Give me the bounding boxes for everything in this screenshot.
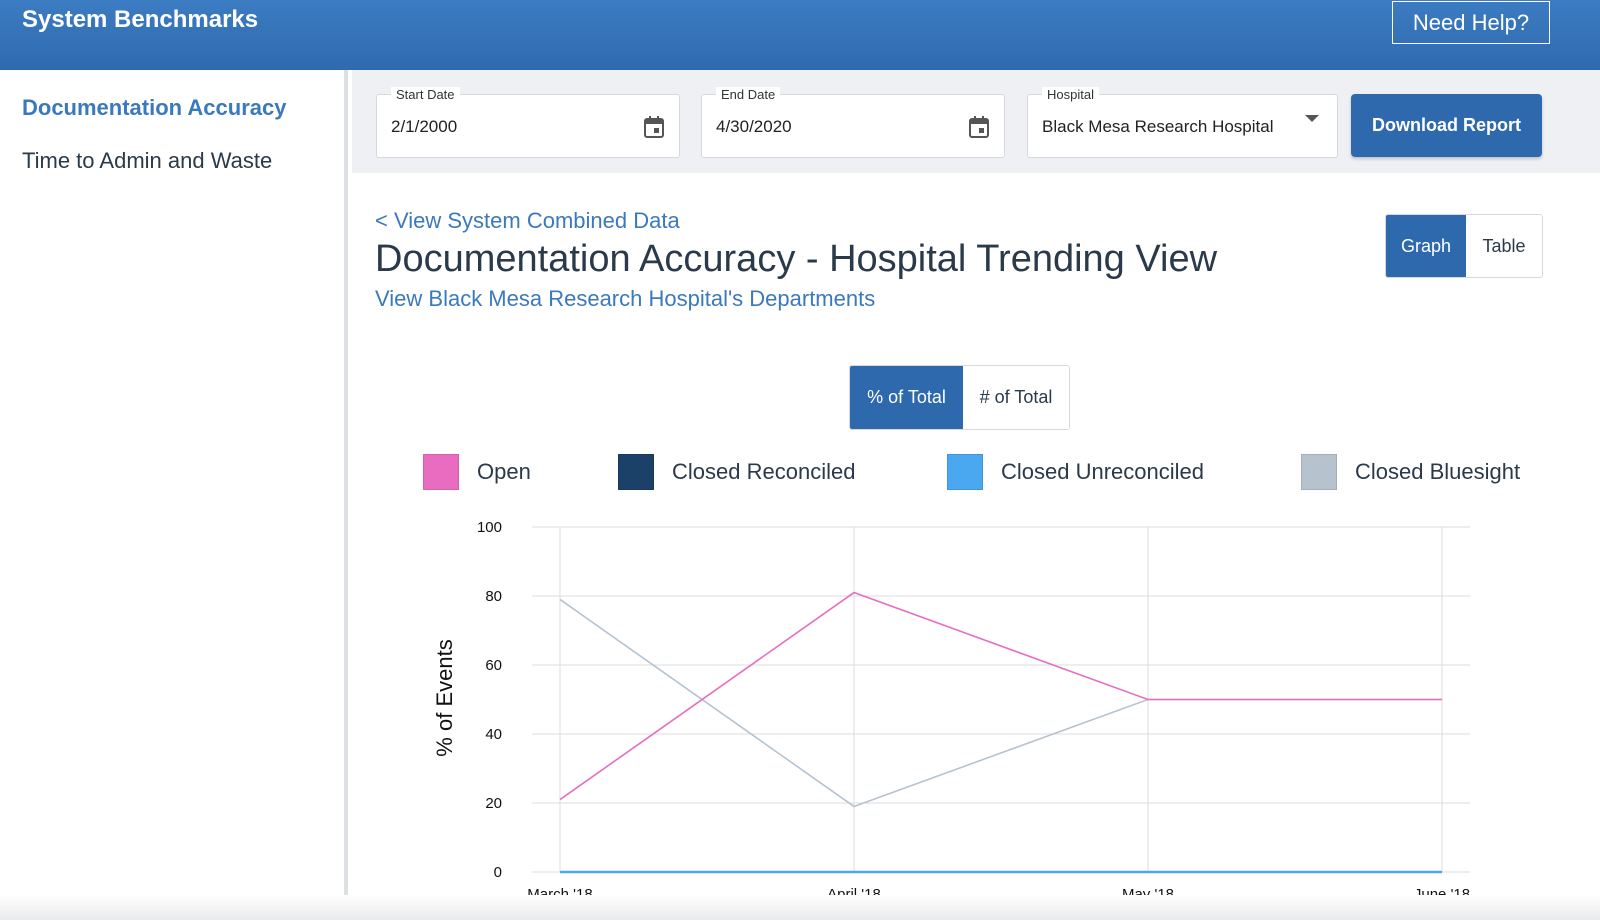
- metric-toggle: % of Total # of Total: [849, 365, 1070, 430]
- y-tick-label: 40: [485, 726, 502, 743]
- series-line-closed-bluesight: [559, 598, 1442, 808]
- calendar-icon[interactable]: [968, 115, 990, 139]
- start-date-field[interactable]: Start Date 2/1/2000: [376, 87, 680, 158]
- hospital-label: Hospital: [1042, 87, 1099, 102]
- legend-item-closed-reconciled[interactable]: Closed Reconciled: [618, 454, 855, 490]
- legend-label-closed-bluesight: Closed Bluesight: [1355, 459, 1521, 484]
- legend-swatch-open: [423, 454, 459, 490]
- legend-swatch-closed-unreconciled: [947, 454, 983, 490]
- y-tick-label: 20: [485, 795, 502, 812]
- download-report-button[interactable]: Download Report: [1351, 94, 1542, 157]
- app-title: System Benchmarks: [22, 6, 259, 33]
- y-tick-label: 0: [494, 864, 502, 881]
- series-line-open: [559, 591, 1442, 801]
- start-date-label: Start Date: [391, 87, 460, 102]
- legend-item-closed-bluesight[interactable]: Closed Bluesight: [1301, 454, 1520, 490]
- legend-swatch-closed-reconciled: [618, 454, 654, 490]
- legend-item-closed-unreconciled[interactable]: Closed Unreconciled: [947, 454, 1204, 490]
- sidebar-item-documentation-accuracy[interactable]: Documentation Accuracy: [22, 95, 287, 120]
- sidebar: Documentation Accuracy Time to Admin and…: [0, 70, 348, 920]
- number-of-total-button[interactable]: # of Total: [963, 366, 1069, 429]
- view-toggle: Graph Table: [1385, 214, 1543, 278]
- view-system-combined-data-link[interactable]: < View System Combined Data: [375, 208, 680, 233]
- need-help-button[interactable]: Need Help?: [1392, 1, 1550, 44]
- top-bar: System Benchmarks Need Help?: [0, 0, 1600, 70]
- end-date-value: 4/30/2020: [716, 117, 792, 136]
- hospital-value: Black Mesa Research Hospital: [1042, 117, 1274, 136]
- percent-of-total-button[interactable]: % of Total: [850, 366, 963, 429]
- tab-table[interactable]: Table: [1466, 215, 1542, 277]
- start-date-value: 2/1/2000: [391, 117, 458, 136]
- legend-swatch-closed-bluesight: [1301, 454, 1337, 490]
- view-departments-link[interactable]: View Black Mesa Research Hospital's Depa…: [375, 286, 876, 311]
- page-title: Documentation Accuracy - Hospital Trendi…: [375, 238, 1218, 280]
- tab-graph[interactable]: Graph: [1386, 215, 1466, 277]
- legend-label-closed-reconciled: Closed Reconciled: [672, 459, 856, 484]
- sidebar-item-time-to-admin-and-waste[interactable]: Time to Admin and Waste: [22, 148, 273, 173]
- bottom-edge: [0, 895, 1600, 920]
- chevron-down-icon[interactable]: [1305, 115, 1319, 122]
- legend-label-closed-unreconciled: Closed Unreconciled: [1001, 459, 1204, 484]
- end-date-label: End Date: [716, 87, 781, 102]
- y-tick-label: 100: [477, 519, 502, 536]
- y-axis-label: % of Events: [432, 639, 457, 756]
- hospital-select[interactable]: Hospital Black Mesa Research Hospital: [1027, 87, 1338, 158]
- y-tick-label: 80: [485, 588, 502, 605]
- y-tick-label: 60: [485, 657, 502, 674]
- legend-item-open[interactable]: Open: [423, 454, 531, 490]
- end-date-field[interactable]: End Date 4/30/2020: [701, 87, 1005, 158]
- legend-label-open: Open: [477, 459, 531, 484]
- trend-chart: % of Events 020406080100March '18April '…: [432, 519, 1470, 903]
- calendar-icon[interactable]: [643, 115, 665, 139]
